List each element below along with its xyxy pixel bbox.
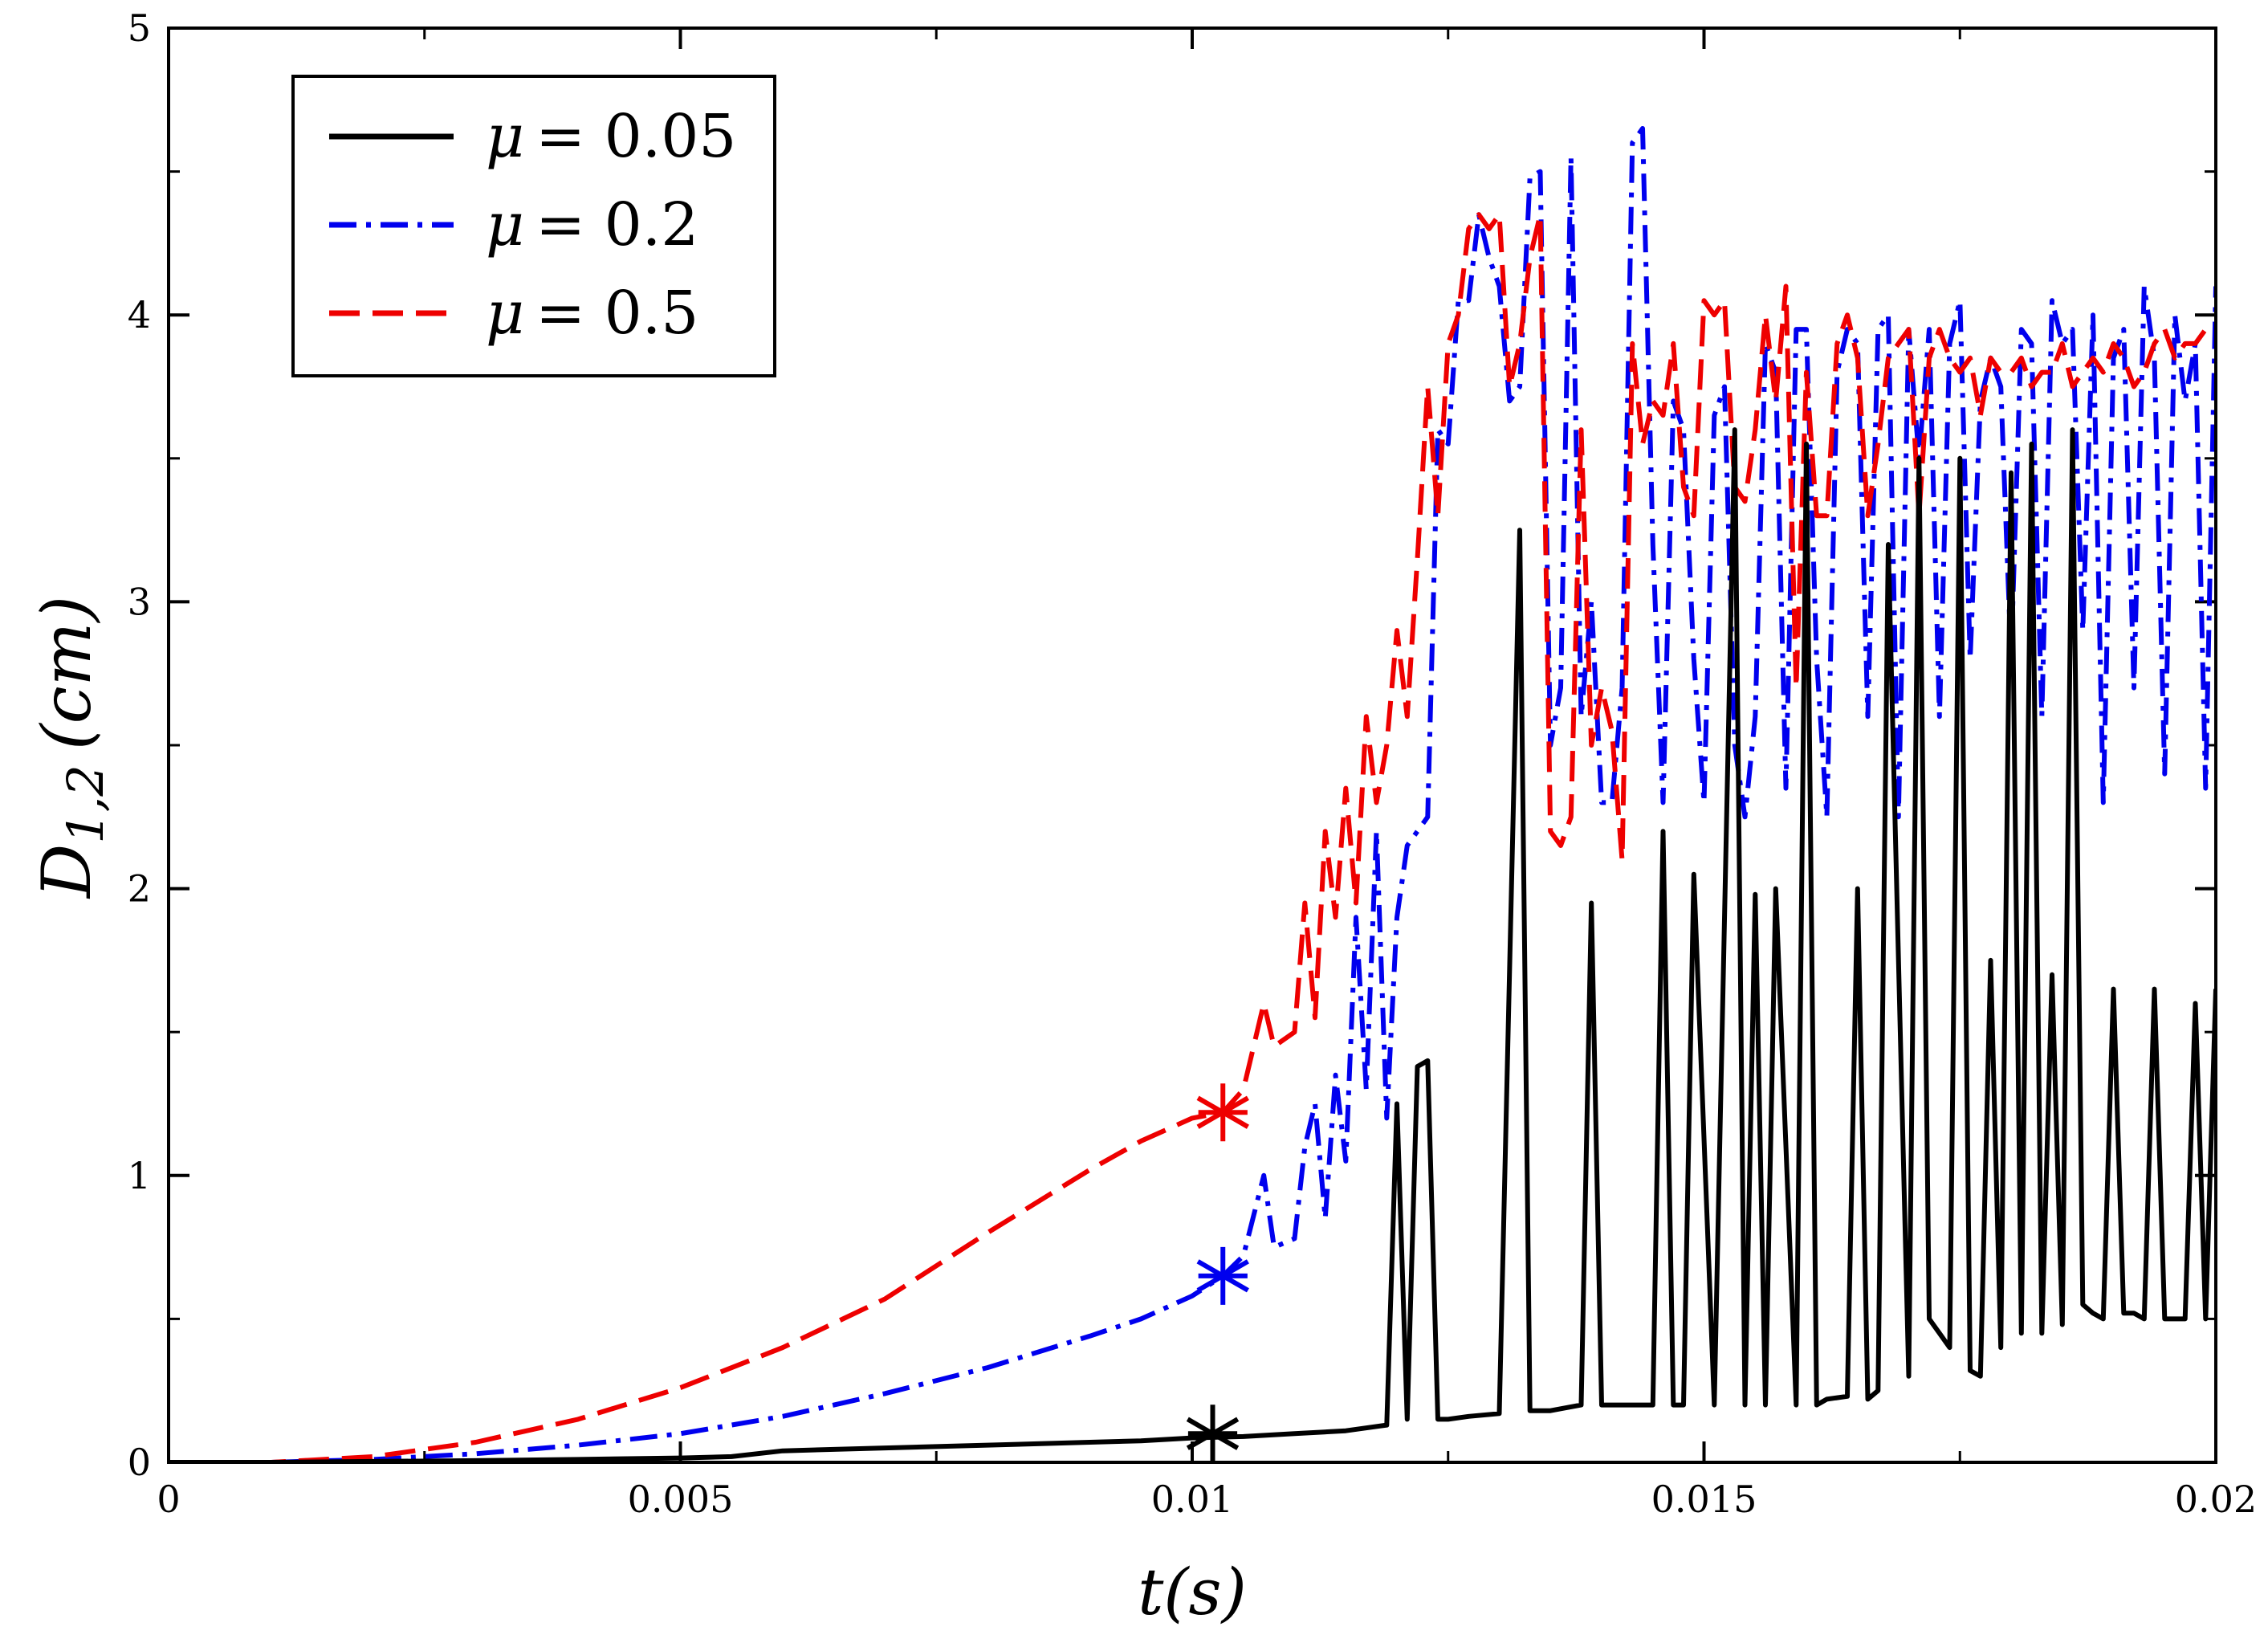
x-tick-label: 0.02 [2175,1478,2257,1521]
legend: μ = 0.05 μ = 0.2 μ = 0.5 [291,75,776,377]
y-tick-label: 2 [128,867,151,911]
legend-label-mu-0-5: μ = 0.5 [486,279,698,348]
y-axis-label-unit: (cm) [27,596,106,750]
legend-box [291,75,776,377]
x-tick-label: 0.005 [628,1478,734,1521]
legend-label-mu-0-2: μ = 0.2 [486,190,698,259]
series-line-2 [169,212,2216,1462]
y-axis-label-main: D [27,844,106,899]
series-line-0 [169,427,2216,1462]
svg-text:D1,2(cm): D1,2 (cm) [27,596,115,899]
series-line-1 [169,126,2216,1462]
y-axis-label-subscript: 1,2 [56,764,115,844]
x-tick-label: 0.01 [1151,1478,1233,1521]
x-tick-label: 0.015 [1651,1478,1757,1521]
asterisk-marker-2 [1196,1083,1249,1142]
markers-layer [1186,1083,1249,1463]
axis-ticks: 0 0.005 0.01 0.015 0.02 0 1 2 3 4 5 [128,6,2257,1521]
plot-frame [167,26,2217,1464]
asterisk-marker-1 [1196,1246,1249,1305]
y-tick-label: 4 [128,293,151,336]
x-tick-label: 0 [157,1478,180,1521]
y-tick-label: 0 [128,1441,151,1484]
y-axis-label: D1,2 (cm) [27,596,115,899]
legend-label-mu-0-05: μ = 0.05 [486,102,736,171]
x-axis-label: t(s) [1138,1555,1247,1629]
y-tick-label: 1 [128,1154,151,1197]
series-layer [169,126,2216,1462]
y-tick-label: 3 [128,580,151,623]
y-tick-label: 5 [128,6,151,50]
asterisk-marker-0 [1186,1404,1240,1463]
